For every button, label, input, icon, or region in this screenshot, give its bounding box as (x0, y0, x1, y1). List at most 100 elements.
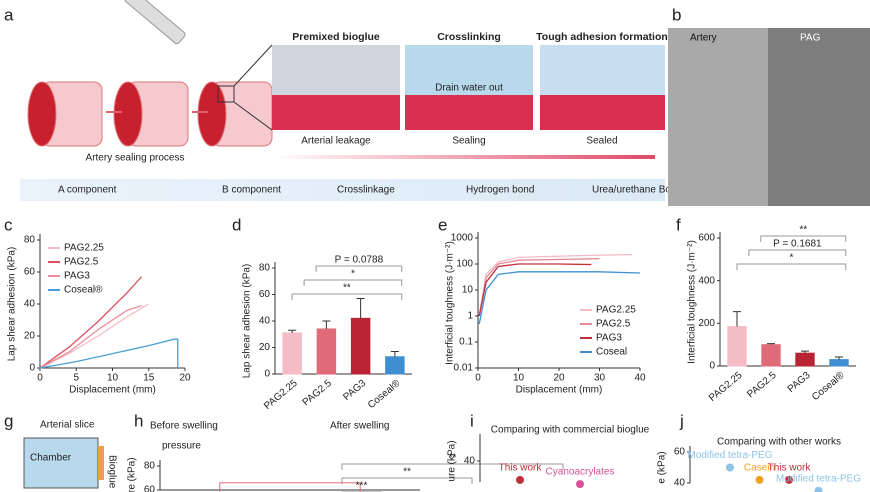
point (726, 463, 734, 472)
bar (761, 344, 781, 367)
legend-bar (20, 179, 665, 201)
panel-label: h (134, 411, 143, 430)
annotation: * (789, 253, 793, 264)
panel-label: c (4, 215, 13, 234)
error-bar (767, 343, 775, 345)
bar (829, 359, 849, 367)
x-tick-label: PAG2.5 (301, 378, 335, 409)
y-axis-label: ure (kPa) (447, 440, 458, 481)
bar (282, 332, 302, 375)
panel-b: b Artery PAG (668, 5, 870, 206)
bar (316, 328, 337, 375)
y-axis-label: Interficial toughness (J·m⁻²) (687, 240, 698, 364)
y-tick-label: 40 (464, 456, 476, 467)
y-tick-label: 1 (467, 311, 473, 322)
annotation: ** (403, 467, 411, 478)
legend-label: PAG2.5 (596, 319, 631, 330)
legend-label: Coseal (596, 347, 627, 358)
y-tick-label: 10 (462, 285, 474, 296)
inset-note: Drain water out (435, 83, 503, 94)
point-label: This work (768, 463, 812, 474)
point-label: This work (499, 463, 543, 474)
annotation: ** (449, 453, 457, 464)
y-axis-label: Lap shear adhesion (kPa) (7, 247, 18, 362)
point-label: Modified tetra-PEG (687, 450, 772, 461)
panel-label: i (470, 411, 474, 430)
y-tick-label: 0 (709, 361, 715, 372)
y-tick-label: 60 (674, 447, 686, 458)
x-tick-label: PAG2.5 (745, 370, 779, 401)
image-label: Artery (690, 33, 717, 44)
series-line (39, 276, 142, 369)
x-axis-label: Displacement (mm) (516, 385, 603, 396)
series-line (39, 303, 150, 369)
g-text: Arterial slice (40, 420, 95, 431)
x-tick-label: PAG3 (341, 378, 368, 403)
x-tick-label: 10 (107, 373, 119, 384)
bar (350, 317, 371, 375)
series-line (39, 304, 142, 369)
bar (727, 326, 747, 367)
x-tick-label: 20 (553, 373, 565, 384)
error-bar (288, 329, 297, 333)
point (576, 480, 584, 489)
error-bar (733, 311, 741, 327)
annotation: P = 0.1681 (773, 239, 822, 250)
y-tick-label: 40 (259, 316, 271, 327)
state-label: Sealing (452, 136, 485, 147)
annotation: *** (356, 481, 368, 492)
y-axis-label: e (kPa) (657, 451, 668, 483)
g-text: Bioglue (106, 455, 117, 489)
step-title: Tough adhesion formation (536, 31, 668, 43)
x-tick-label: Coseal® (810, 369, 847, 403)
annotation: P = 0.0788 (335, 255, 384, 266)
y-tick-label: 20 (259, 342, 271, 353)
error-bar (801, 350, 809, 354)
significance-bracket (303, 279, 403, 286)
legend-label: Coseal® (64, 285, 103, 296)
error-bar (835, 356, 843, 360)
legend-label: After swelling (330, 421, 389, 432)
error-bar (356, 297, 365, 319)
x-tick-label: PAG2.25 (707, 370, 745, 404)
legend-text: B component (222, 185, 281, 196)
significance-bracket (291, 293, 403, 300)
series-line (478, 271, 641, 324)
step-title: Premixed bioglue (292, 31, 380, 43)
point (516, 475, 524, 484)
y-tick-label: 80 (144, 461, 156, 472)
x-tick-label: 40 (634, 373, 646, 384)
bar (385, 356, 405, 375)
panel-label: d (232, 215, 241, 234)
x-axis-label: Displacement (mm) (69, 385, 156, 396)
y-tick-label: 20 (24, 331, 36, 342)
y-axis-label: Interficial toughness (J·m⁻²) (445, 241, 456, 365)
panel-a: a Premixed bioglue Crosslinking Tough ad… (4, 0, 682, 201)
y-tick-label: 600 (698, 233, 715, 244)
panel-label: f (676, 215, 681, 234)
y-tick-label: 1000 (451, 233, 474, 244)
legend-label: PAG3 (64, 271, 90, 282)
y-tick-label: 100 (456, 259, 473, 270)
series-line (478, 263, 592, 317)
annotation: * (351, 269, 355, 280)
x-tick-label: PAG2.25 (262, 378, 300, 412)
point (785, 475, 793, 484)
significance-bracket (341, 463, 564, 470)
y-tick-label: 400 (698, 275, 715, 286)
sem-artery (668, 28, 768, 206)
y-axis-label: ure (kPa) (127, 457, 138, 492)
significance-bracket (341, 477, 473, 484)
progress-arrow (270, 155, 655, 159)
point-label: Casein (744, 463, 775, 474)
x-tick-label: 20 (179, 373, 191, 384)
y-tick-label: 0 (29, 363, 35, 374)
panel-label: b (672, 5, 681, 24)
axis-note: pressure (162, 441, 201, 452)
significance-bracket (748, 249, 847, 256)
g-text: Chamber (30, 453, 72, 464)
bar (219, 482, 361, 492)
panel-label: a (4, 5, 14, 24)
panel-label: e (438, 215, 447, 234)
